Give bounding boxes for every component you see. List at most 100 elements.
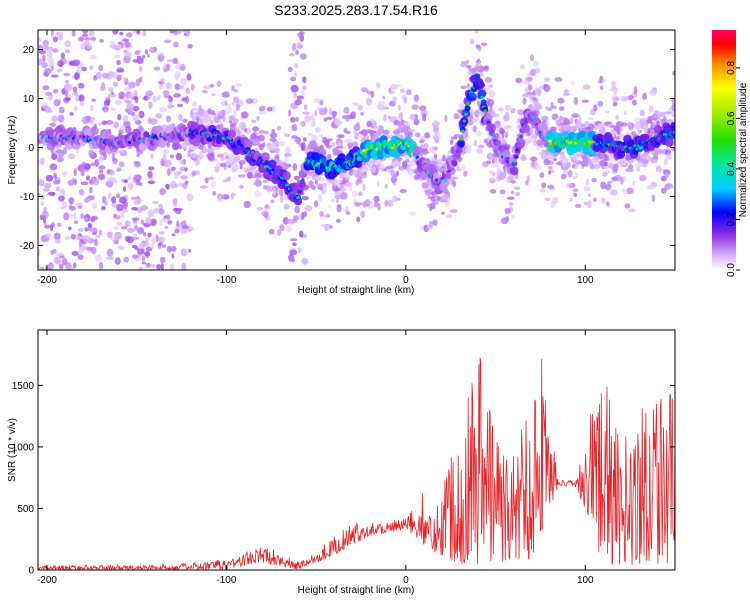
spectrogram-noise-blob (263, 130, 269, 135)
spectrogram-noise-blob (407, 128, 416, 132)
spectrogram-noise-blob (529, 126, 534, 134)
spectrogram-noise-blob (427, 196, 435, 200)
snr-y-tick-label: 1000 (12, 442, 35, 453)
spectrogram-noise-blob (332, 148, 338, 153)
colorbar-tick-label: 0.6 (726, 111, 737, 125)
spectrogram-noise-blob (413, 174, 421, 180)
spectrogram-noise-blob (139, 242, 145, 251)
spectrogram-noise-blob (85, 175, 91, 181)
spectrogram-noise-blob (573, 96, 579, 105)
spectrogram-noise-blob (158, 236, 166, 243)
spectrogram-noise-blob (648, 105, 654, 113)
spectrogram-noise-blob (138, 65, 143, 72)
spectrogram-noise-blob (375, 82, 381, 89)
spectrogram-noise-blob (148, 101, 153, 110)
spectrogram-noise-blob (49, 122, 57, 127)
spectrogram-noise-blob (378, 125, 383, 133)
spectrogram-noise-blob (552, 196, 559, 204)
spectrogram-noise-blob (55, 149, 63, 154)
spectrogram-ridge-blob (282, 171, 291, 181)
spectrogram-noise-blob (84, 227, 89, 232)
spectrogram-noise-blob (296, 42, 302, 47)
spectrogram-noise-blob (612, 101, 618, 107)
spectrogram-noise-blob (639, 174, 647, 182)
spectrogram-noise-blob (64, 236, 71, 241)
spectrogram-noise-blob (473, 139, 478, 147)
spectrogram-noise-blob (122, 202, 128, 210)
spectrogram-noise-blob (114, 54, 121, 59)
spectrogram-noise-blob (343, 127, 348, 134)
spectrogram-noise-blob (320, 224, 327, 228)
spectrogram-noise-blob (134, 50, 140, 56)
spectrogram-noise-blob (119, 31, 124, 36)
spectrogram-noise-blob (147, 232, 152, 238)
spectrogram-noise-blob (123, 179, 128, 184)
spectrogram-noise-blob (404, 155, 411, 160)
spectrogram-noise-blob (158, 84, 164, 90)
spectrogram-noise-blob (113, 81, 119, 87)
spectrogram-noise-blob (234, 83, 242, 87)
spectrogram-noise-blob (533, 138, 537, 147)
spectrogram-noise-blob (408, 160, 416, 167)
spectrogram-noise-blob (220, 101, 227, 107)
spectrogram-noise-blob (348, 143, 352, 151)
spectrogram-noise-blob (230, 123, 237, 128)
spectrogram-noise-blob (561, 124, 568, 132)
spectrogram-noise-blob (585, 178, 590, 186)
spectrogram-noise-blob (269, 143, 276, 152)
spectrogram-ridge-blob (143, 131, 150, 138)
snr-x-tick-label: 0 (403, 575, 409, 586)
snr-background (38, 330, 675, 570)
spectrogram-noise-blob (362, 183, 366, 192)
spectrogram-noise-blob (313, 98, 322, 104)
spectrogram-ridge-blob (514, 155, 518, 159)
spectrogram-noise-blob (101, 206, 106, 211)
spectrogram-noise-blob (207, 148, 215, 153)
spectrogram-noise-blob (203, 145, 206, 151)
spectrogram-noise-blob (89, 54, 97, 60)
spectrogram-noise-blob (477, 144, 485, 149)
spectrogram-noise-blob (327, 145, 332, 149)
spectrogram-noise-blob (534, 87, 541, 95)
spectrogram-noise-blob (592, 197, 598, 202)
spectrogram-noise-blob (129, 92, 135, 99)
spectrogram-noise-blob (126, 32, 133, 38)
spectrogram-noise-blob (513, 186, 521, 190)
spectrogram-noise-blob (97, 122, 103, 126)
spectrogram-noise-blob (194, 159, 200, 167)
spectrogram-noise-blob (466, 83, 470, 89)
spectrogram-noise-blob (622, 189, 628, 195)
spectrogram-noise-blob (201, 90, 208, 94)
spectrogram-noise-blob (656, 167, 661, 171)
spectrogram-noise-blob (476, 147, 484, 155)
spectrogram-noise-blob (538, 152, 543, 156)
spectrogram-noise-blob (187, 149, 191, 158)
spectrogram-noise-blob (671, 103, 675, 112)
spectrogram-noise-blob (142, 54, 146, 59)
spectrogram-noise-blob (593, 104, 598, 112)
colorbar-ticks: 0.0 0.2 0.4 0.6 0.8 (726, 61, 740, 277)
spectrogram-noise-blob (39, 50, 46, 55)
spectrogram-noise-blob (168, 96, 173, 103)
spectrogram-noise-blob (232, 118, 239, 124)
spectrogram-noise-blob (298, 31, 305, 36)
spectrogram-noise-blob (123, 256, 130, 263)
spectrogram-noise-blob (539, 172, 545, 179)
spectrogram-noise-blob (55, 186, 60, 192)
spectrogram-noise-blob (345, 181, 353, 188)
spectrogram-noise-blob (162, 153, 167, 162)
spectrogram-noise-blob (137, 227, 145, 235)
spectrogram-noise-blob (124, 100, 132, 104)
spectrogram-noise-blob (147, 117, 152, 124)
spectrogram-noise-blob (466, 59, 470, 64)
spectrogram-noise-blob (82, 30, 89, 34)
spectrogram-noise-blob (111, 196, 117, 204)
spectrogram-noise-blob (44, 224, 51, 229)
spectrogram-ridge-blob (521, 124, 530, 133)
spectrogram-noise-blob (360, 112, 365, 116)
spectrogram-noise-blob (504, 207, 511, 215)
spectrogram-noise-blob (53, 172, 57, 180)
spectrogram-noise-blob (286, 164, 292, 168)
spectrogram-noise-blob (318, 108, 326, 116)
spectrogram-noise-blob (166, 245, 172, 253)
